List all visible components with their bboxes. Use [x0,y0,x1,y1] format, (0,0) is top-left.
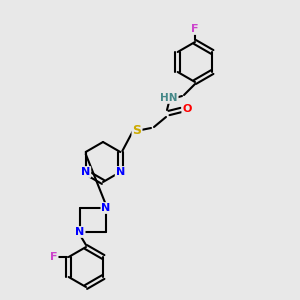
Text: S: S [133,124,142,136]
Text: N: N [75,227,85,237]
Text: N: N [81,167,90,177]
Text: F: F [191,24,199,34]
Text: N: N [101,203,111,213]
Text: N: N [116,167,125,177]
Text: HN: HN [160,93,178,103]
Text: O: O [182,104,192,114]
Text: F: F [50,252,57,262]
